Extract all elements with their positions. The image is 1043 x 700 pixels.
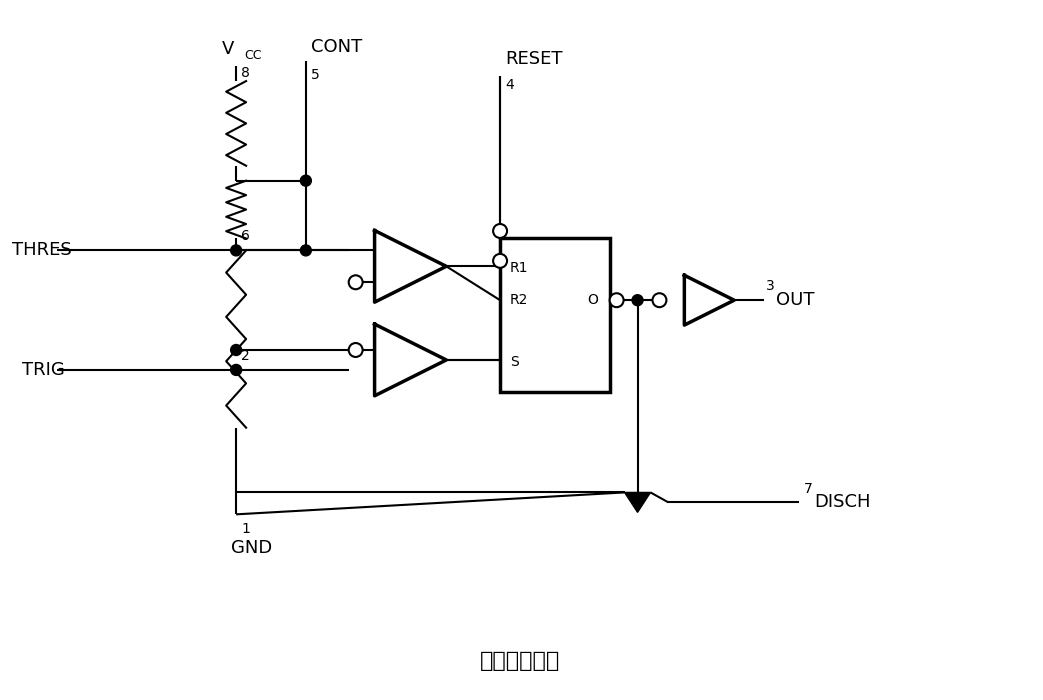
Text: THRES: THRES: [13, 241, 72, 260]
Text: S: S: [510, 356, 518, 370]
Circle shape: [231, 365, 242, 375]
Text: 内部功能框图: 内部功能框图: [480, 651, 560, 671]
Circle shape: [348, 275, 363, 289]
Circle shape: [653, 293, 666, 307]
Text: DISCH: DISCH: [814, 494, 870, 512]
Text: RESET: RESET: [505, 50, 562, 68]
Circle shape: [300, 245, 312, 256]
Text: 8: 8: [241, 66, 250, 80]
Text: CONT: CONT: [311, 38, 362, 56]
Polygon shape: [625, 492, 651, 512]
Text: 4: 4: [505, 78, 514, 92]
Circle shape: [610, 293, 624, 307]
Text: 3: 3: [766, 279, 775, 293]
Text: O: O: [587, 293, 598, 307]
Circle shape: [493, 224, 507, 238]
Text: 2: 2: [241, 349, 250, 363]
Text: 6: 6: [241, 230, 250, 244]
Text: V: V: [222, 40, 234, 58]
Text: CC: CC: [244, 49, 262, 62]
Text: R1: R1: [510, 261, 529, 275]
Circle shape: [632, 295, 644, 306]
Circle shape: [493, 254, 507, 268]
Circle shape: [300, 175, 312, 186]
Text: GND: GND: [232, 539, 272, 557]
Text: OUT: OUT: [776, 291, 815, 309]
Bar: [500, 238, 610, 392]
Circle shape: [231, 245, 242, 256]
Text: 1: 1: [241, 522, 250, 536]
Text: TRIG: TRIG: [22, 361, 65, 379]
Text: 5: 5: [311, 68, 319, 82]
Text: R2: R2: [510, 293, 529, 307]
Circle shape: [231, 344, 242, 356]
Text: 7: 7: [804, 482, 812, 496]
Circle shape: [348, 343, 363, 357]
